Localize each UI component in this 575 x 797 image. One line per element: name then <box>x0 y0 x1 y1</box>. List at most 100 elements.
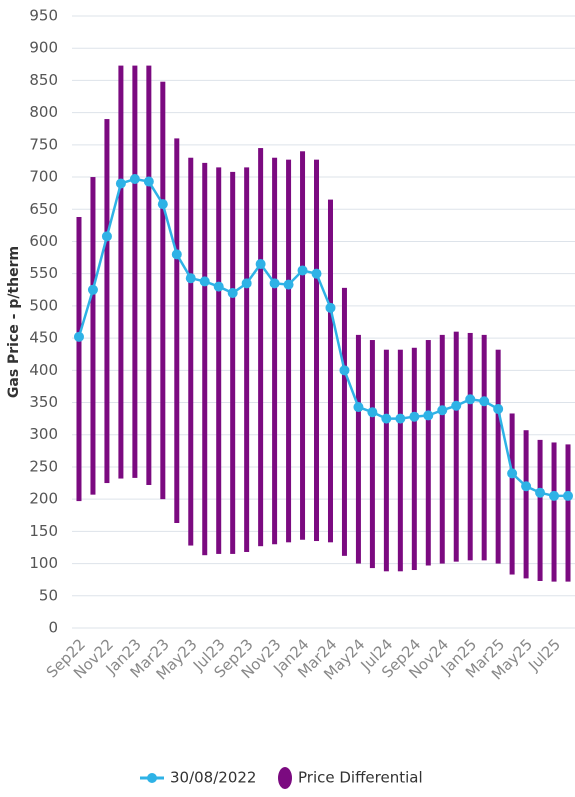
marker <box>157 199 168 210</box>
range-bar <box>300 151 306 540</box>
range-bar <box>397 349 403 572</box>
y-tick-label: 850 <box>29 71 58 89</box>
y-tick-label: 550 <box>29 264 58 282</box>
y-tick-label: 750 <box>29 135 58 153</box>
range-bar <box>509 413 515 575</box>
range-bar <box>160 81 166 500</box>
legend-symbol <box>278 767 292 789</box>
range-bar <box>565 444 571 582</box>
marker <box>115 178 126 189</box>
marker <box>283 279 294 290</box>
range-bar <box>537 439 543 581</box>
y-tick-label: 100 <box>29 554 58 572</box>
marker <box>143 176 154 187</box>
range-bar <box>467 332 473 561</box>
marker <box>381 413 392 424</box>
range-bar <box>90 177 96 495</box>
marker <box>213 281 224 292</box>
range-bar <box>411 347 417 571</box>
y-tick-label: 400 <box>29 361 58 379</box>
marker <box>451 400 462 411</box>
range-bar <box>327 199 333 543</box>
marker <box>353 402 364 413</box>
range-bar <box>244 167 250 552</box>
marker <box>367 407 378 418</box>
y-tick-label: 150 <box>29 522 58 540</box>
range-bar <box>523 430 529 579</box>
y-tick-label: 350 <box>29 393 58 411</box>
legend-label: Price Differential <box>298 769 423 787</box>
marker <box>269 278 280 289</box>
x-tick-label: Jul25 <box>524 635 564 675</box>
range-bar <box>425 340 431 566</box>
y-tick-label: 800 <box>29 103 58 121</box>
legend-symbol <box>147 773 157 783</box>
range-bar <box>146 65 152 485</box>
range-bar <box>355 334 361 564</box>
y-tick-label: 200 <box>29 490 58 508</box>
range-bar <box>286 159 292 543</box>
range-bar <box>481 334 487 561</box>
marker <box>311 268 322 279</box>
marker <box>507 468 518 479</box>
marker <box>423 410 434 421</box>
marker <box>563 490 574 501</box>
y-tick-label: 50 <box>39 586 58 604</box>
y-tick-label: 0 <box>48 619 58 637</box>
range-bar <box>174 138 180 523</box>
range-bar <box>383 349 389 572</box>
range-bar <box>230 171 236 554</box>
marker <box>101 231 112 242</box>
range-bar <box>341 287 347 556</box>
range-bar <box>76 216 82 502</box>
marker <box>535 487 546 498</box>
y-tick-label: 500 <box>29 296 58 314</box>
marker <box>185 273 196 284</box>
range-bar <box>258 148 264 547</box>
range-bar <box>132 65 138 478</box>
line <box>77 177 569 498</box>
marker <box>325 302 336 313</box>
y-tick-label: 300 <box>29 425 58 443</box>
y-tick-label: 700 <box>29 168 58 186</box>
marker <box>465 394 476 405</box>
range-bar <box>216 167 222 554</box>
range-bar <box>314 159 320 542</box>
marker <box>479 396 490 407</box>
marker <box>87 284 98 295</box>
y-axis-label: Gas Price - p/therm <box>6 246 22 398</box>
range-bar <box>453 331 459 562</box>
y-tick-label: 900 <box>29 39 58 57</box>
marker <box>409 411 420 422</box>
marker <box>297 265 308 276</box>
range-bar <box>495 349 501 564</box>
marker <box>521 481 532 492</box>
marker <box>339 365 350 376</box>
marker <box>129 173 140 184</box>
marker <box>171 249 182 260</box>
y-tick-label: 450 <box>29 329 58 347</box>
legend-label: 30/08/2022 <box>170 769 256 787</box>
range-bar <box>369 340 375 569</box>
range-bar <box>272 157 278 545</box>
marker <box>493 403 504 414</box>
y-tick-label: 600 <box>29 232 58 250</box>
y-tick-label: 650 <box>29 200 58 218</box>
marker <box>73 331 84 342</box>
marker <box>437 405 448 416</box>
marker <box>227 288 238 299</box>
y-tick-label: 250 <box>29 457 58 475</box>
marker <box>241 278 252 289</box>
range-bar <box>188 157 194 546</box>
range-bar <box>551 442 557 582</box>
range-bar <box>118 65 124 479</box>
marker <box>199 276 210 287</box>
marker <box>395 413 406 424</box>
range-bar <box>202 162 208 556</box>
y-tick-label: 950 <box>29 7 58 25</box>
marker <box>255 259 266 270</box>
range-bar <box>439 334 445 564</box>
marker <box>549 490 560 501</box>
range-bar <box>104 119 110 484</box>
